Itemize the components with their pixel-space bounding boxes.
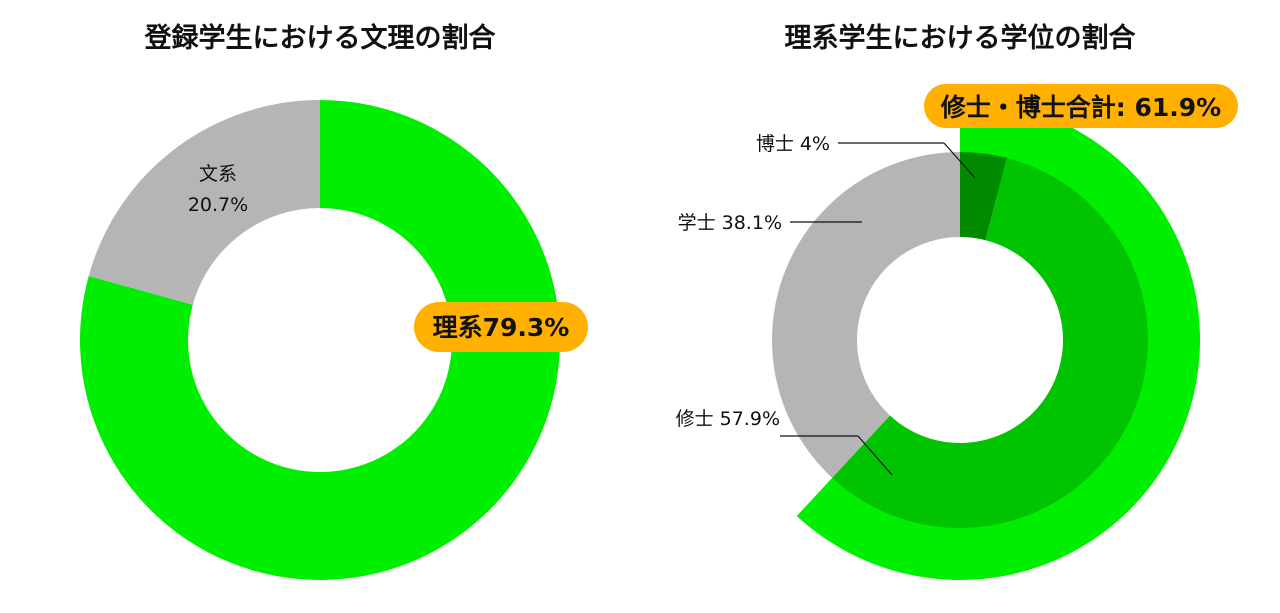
slice-master bbox=[832, 157, 1148, 528]
slice-label-arts: 文系 bbox=[199, 163, 237, 185]
slice-label-doctor: 博士 4% bbox=[756, 133, 830, 155]
badge-science-bg bbox=[414, 302, 588, 352]
badge-combined: 修士・博士合計: 61.9% bbox=[924, 84, 1238, 128]
slice-value-arts: 20.7% bbox=[188, 194, 248, 216]
slice-label-bachelor: 学士 38.1% bbox=[678, 212, 782, 234]
donut-chart-arts-science: 文系 20.7% 理系79.3% bbox=[79, 100, 588, 580]
badge-combined-bg bbox=[924, 84, 1238, 128]
donut-chart-degrees: 博士 4% 学士 38.1% 修士 57.9% 修士・博士合計: 61.9% bbox=[676, 84, 1238, 580]
slice-bachelor bbox=[772, 152, 960, 478]
slice-science bbox=[79, 100, 561, 580]
slice-label-master: 修士 57.9% bbox=[676, 408, 780, 430]
badge-science: 理系79.3% bbox=[414, 302, 588, 352]
slice-arts bbox=[88, 100, 320, 305]
leader-line-doctor-2 bbox=[943, 142, 976, 179]
chart-title-right: 理系学生における学位の割合 bbox=[784, 23, 1136, 54]
leader-line-master-2 bbox=[857, 435, 893, 476]
badge-combined-text: 修士・博士合計: 61.9% bbox=[940, 93, 1221, 122]
badge-science-text: 理系79.3% bbox=[433, 313, 570, 342]
chart-title-left: 登録学生における文理の割合 bbox=[144, 23, 496, 54]
